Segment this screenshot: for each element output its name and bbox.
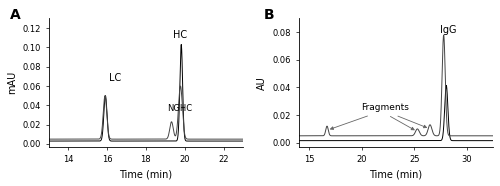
Text: IgG: IgG — [440, 25, 456, 35]
Text: B: B — [264, 8, 274, 22]
Text: HC: HC — [173, 30, 187, 40]
Y-axis label: mAU: mAU — [7, 71, 17, 94]
X-axis label: Time (min): Time (min) — [120, 169, 172, 179]
Text: LC: LC — [109, 73, 121, 83]
Y-axis label: AU: AU — [257, 76, 267, 89]
Text: A: A — [10, 8, 20, 22]
Text: NGHC: NGHC — [167, 104, 192, 113]
Text: Fragments: Fragments — [361, 103, 409, 112]
X-axis label: Time (min): Time (min) — [370, 169, 422, 179]
